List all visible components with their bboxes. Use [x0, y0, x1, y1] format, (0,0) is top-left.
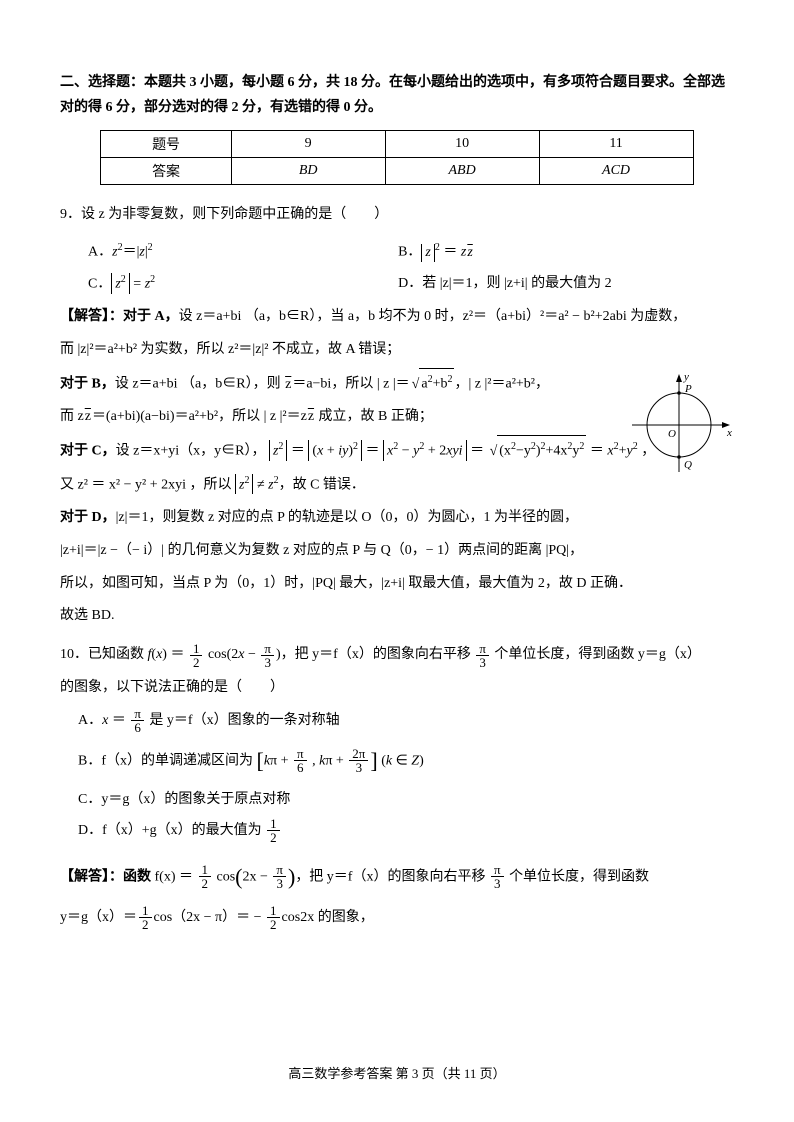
- svg-text:Q: Q: [684, 459, 692, 471]
- q10-stem2: 的图象，以下说法正确的是（ ）: [60, 673, 734, 704]
- q10-sol: 【解答】：函数 f(x) ＝ 12 cos(2x − π3)，把 y＝f（x）的…: [60, 853, 734, 901]
- q10-opt-b: B．f（x）的单调递减区间为 [kπ + π6 , kπ + 2π3] (k ∈…: [78, 737, 734, 785]
- cell: 9: [231, 131, 385, 158]
- q9-opt-d: D．若 |z|＝1，则 |z+i| 的最大值为 2: [398, 269, 708, 300]
- q9-stem: 9．设 z 为非零复数，则下列命题中正确的是（ ）: [60, 201, 734, 229]
- cell: ACD: [539, 158, 693, 185]
- answer-table: 题号 9 10 11 答案 BD ABD ACD: [100, 130, 693, 185]
- q9-sol-a2: 而 |z|²＝a²+b² 为实数，所以 z²＝|z|² 不成立，故 A 错误；: [60, 335, 734, 366]
- section-heading: 二、选择题：本题共 3 小题，每小题 6 分，共 18 分。在每小题给出的选项中…: [60, 70, 734, 120]
- q9-opt-c: C．z2 = z2: [88, 269, 398, 300]
- q9-sol-d3: 所以，如图可知，当点 P 为（0，1）时，|PQ| 最大，|z+i| 取最大值，…: [60, 569, 734, 600]
- cell: 答案: [101, 158, 231, 185]
- svg-text:x: x: [726, 427, 732, 439]
- svg-text:y: y: [683, 371, 689, 383]
- unit-circle-diagram: y x O P Q: [624, 370, 734, 480]
- table-row: 题号 9 10 11: [101, 131, 693, 158]
- svg-text:O: O: [668, 428, 676, 440]
- q10-opt-d: D．f（x）+g（x）的最大值为 12: [78, 816, 734, 847]
- svg-text:P: P: [684, 383, 692, 395]
- q9-sol-end: 故选 BD.: [60, 601, 734, 632]
- q9-sol-a: 【解答】：对于 A，设 z＝a+bi （a，b∈R），当 a，b 均不为 0 时…: [60, 302, 734, 333]
- table-row: 答案 BD ABD ACD: [101, 158, 693, 185]
- q10-sol2: y＝g（x）＝12cos（2x − π）＝ − 12cos2x 的图象，: [60, 903, 734, 934]
- cell: ABD: [385, 158, 539, 185]
- q9-opt-b: B．z2 ＝ zz: [398, 237, 708, 268]
- cell: BD: [231, 158, 385, 185]
- cell: 10: [385, 131, 539, 158]
- cell: 11: [539, 131, 693, 158]
- q9-opt-a: A．z2＝|z|2: [88, 237, 398, 268]
- q9-sol-d2: |z+i|＝|z −（− i）| 的几何意义为复数 z 对应的点 P 与 Q（0…: [60, 536, 734, 567]
- page-footer: 高三数学参考答案 第 3 页（共 11 页）: [0, 1063, 794, 1082]
- q10-stem: 10．已知函数 f(x) ＝ 12 cos(2x − π3)，把 y＝f（x）的…: [60, 640, 734, 671]
- cell: 题号: [101, 131, 231, 158]
- q10-opt-c: C．y＝g（x）的图象关于原点对称: [78, 785, 734, 816]
- q9-sol-d: 对于 D，|z|＝1，则复数 z 对应的点 P 的轨迹是以 O（0，0）为圆心，…: [60, 503, 734, 534]
- q10-opt-a: A．x ＝ π6 是 y＝f（x）图象的一条对称轴: [78, 706, 734, 737]
